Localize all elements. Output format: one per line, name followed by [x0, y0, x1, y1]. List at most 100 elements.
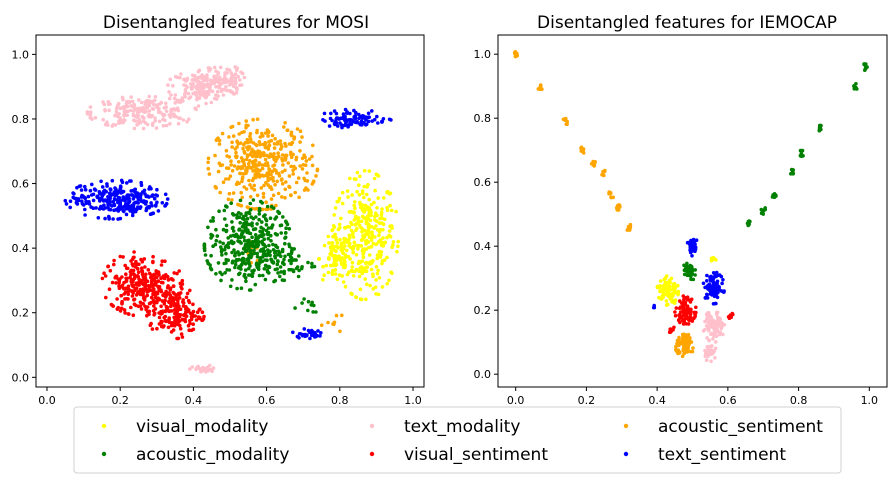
mosi-point	[171, 290, 175, 295]
mosi-point	[85, 110, 90, 114]
mosi-point	[243, 141, 247, 145]
mosi-point	[140, 190, 145, 194]
mosi-point	[155, 200, 159, 205]
mosi-point	[279, 142, 283, 147]
iemocap-point	[678, 310, 683, 314]
mosi-point	[117, 281, 121, 285]
iemocap-point	[690, 269, 695, 273]
mosi-point	[239, 83, 244, 87]
mosi-point	[131, 313, 136, 318]
iemocap-point	[759, 211, 764, 215]
mosi-point	[324, 263, 329, 268]
mosi-point	[130, 294, 135, 298]
mosi-point	[381, 236, 385, 240]
mosi-point	[263, 277, 268, 282]
mosi-point	[359, 120, 364, 124]
mosi-point	[152, 290, 157, 294]
mosi-point	[329, 248, 334, 253]
mosi-point	[224, 251, 228, 256]
mosi-point	[142, 109, 146, 113]
mosi-point	[130, 208, 135, 212]
mosi-point	[360, 271, 365, 276]
mosi-point	[287, 258, 292, 263]
mosi-point	[230, 140, 234, 145]
mosi-point	[100, 194, 104, 198]
mosi-point	[302, 327, 307, 331]
iemocap-xtick-label: 0.8	[790, 394, 808, 407]
mosi-point	[79, 195, 84, 199]
iemocap-point	[682, 263, 686, 268]
mosi-point	[273, 254, 277, 259]
mosi-point	[200, 366, 205, 370]
iemocap-point	[747, 219, 751, 223]
mosi-point	[327, 124, 332, 128]
mosi-point	[150, 204, 154, 208]
mosi-point	[64, 202, 69, 206]
mosi-point	[360, 123, 364, 127]
mosi-point	[129, 193, 134, 197]
mosi-point	[256, 235, 261, 240]
mosi-point	[140, 269, 145, 273]
mosi-point	[365, 238, 369, 243]
mosi-point	[322, 111, 327, 116]
mosi-point	[152, 287, 156, 291]
mosi-point	[230, 124, 235, 129]
mosi-point	[353, 223, 358, 227]
mosi-point	[189, 315, 194, 319]
iemocap-point	[686, 347, 690, 351]
mosi-point	[180, 282, 185, 286]
mosi-point	[237, 265, 241, 269]
mosi-point	[346, 195, 350, 199]
mosi-point	[377, 221, 382, 225]
mosi-point	[202, 246, 207, 250]
mosi-point	[380, 207, 384, 211]
mosi-point	[253, 282, 258, 287]
mosi-point	[269, 239, 273, 243]
mosi-point	[190, 365, 195, 369]
mosi-point	[305, 171, 309, 175]
iemocap-point	[721, 278, 725, 282]
mosi-point	[343, 244, 347, 248]
mosi-point	[147, 109, 152, 113]
iemocap-ytick-label: 1.0	[474, 48, 492, 61]
mosi-point	[134, 281, 139, 286]
mosi-point	[123, 263, 127, 268]
mosi-point	[132, 250, 136, 254]
mosi-point	[200, 84, 204, 88]
iemocap-point	[564, 116, 568, 121]
mosi-point	[333, 268, 338, 272]
mosi-point	[250, 224, 254, 228]
iemocap-point	[714, 329, 718, 333]
mosi-point	[91, 206, 96, 210]
mosi-point	[208, 85, 212, 89]
mosi-point	[257, 273, 262, 278]
mosi-point	[358, 287, 363, 292]
mosi-point	[338, 258, 343, 262]
mosi-point	[268, 185, 273, 189]
mosi-point	[261, 214, 266, 219]
mosi-point	[379, 213, 384, 217]
mosi-point	[130, 262, 135, 266]
mosi-point	[270, 223, 275, 227]
mosi-point	[380, 285, 385, 289]
mosi-point	[139, 100, 144, 105]
mosi-point	[167, 113, 172, 117]
mosi-point	[274, 244, 279, 249]
mosi-point	[339, 216, 343, 221]
mosi-point	[129, 259, 133, 263]
mosi-point	[191, 322, 195, 327]
mosi-point	[137, 98, 141, 102]
mosi-point	[295, 334, 300, 339]
mosi-point	[163, 314, 168, 319]
mosi-point	[289, 164, 293, 169]
mosi-point	[259, 233, 264, 237]
mosi-point	[88, 105, 93, 109]
mosi-point	[374, 242, 378, 247]
mosi-point	[352, 211, 356, 215]
mosi-point	[188, 288, 192, 293]
mosi-point	[228, 174, 233, 178]
mosi-point	[303, 332, 308, 337]
mosi-point	[129, 273, 133, 277]
iemocap-point	[663, 280, 668, 285]
mosi-point	[245, 137, 250, 142]
